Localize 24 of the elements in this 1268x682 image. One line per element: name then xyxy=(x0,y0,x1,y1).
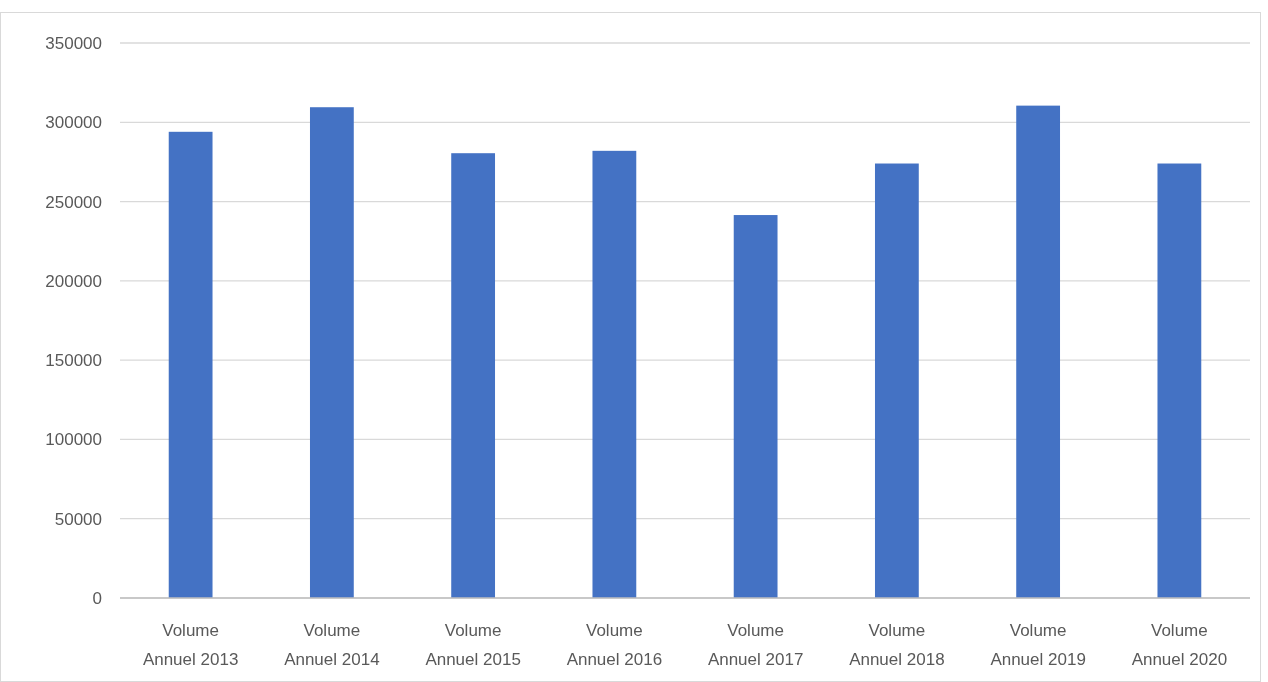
y-tick-label: 0 xyxy=(92,588,102,608)
y-tick-label: 100000 xyxy=(45,430,102,450)
y-tick-label: 350000 xyxy=(45,33,102,53)
y-tick-label: 200000 xyxy=(45,271,102,291)
y-tick-label: 300000 xyxy=(45,113,102,133)
bar xyxy=(451,153,496,598)
x-tick-label: Volume Annuel 2020 xyxy=(1131,621,1228,669)
bar xyxy=(1016,105,1061,598)
y-tick-label: 250000 xyxy=(45,192,102,212)
bar xyxy=(1157,163,1202,598)
bar xyxy=(309,107,354,598)
x-tick-label: Volume Annuel 2017 xyxy=(707,621,804,669)
bar xyxy=(733,215,778,598)
x-tick-label: Volume Annuel 2018 xyxy=(849,621,945,669)
y-tick-label: 150000 xyxy=(45,351,102,371)
bar xyxy=(874,163,919,598)
bar xyxy=(592,150,637,598)
y-tick-label: 50000 xyxy=(54,509,102,529)
x-tick-label: Volume Annuel 2016 xyxy=(566,621,663,669)
bar xyxy=(168,131,213,598)
x-tick-label: Volume Annuel 2019 xyxy=(990,621,1086,669)
x-tick-label: Volume Annuel 2013 xyxy=(142,621,239,669)
x-tick-label: Volume Annuel 2014 xyxy=(284,621,380,669)
x-tick-label: Volume Annuel 2015 xyxy=(425,621,521,669)
